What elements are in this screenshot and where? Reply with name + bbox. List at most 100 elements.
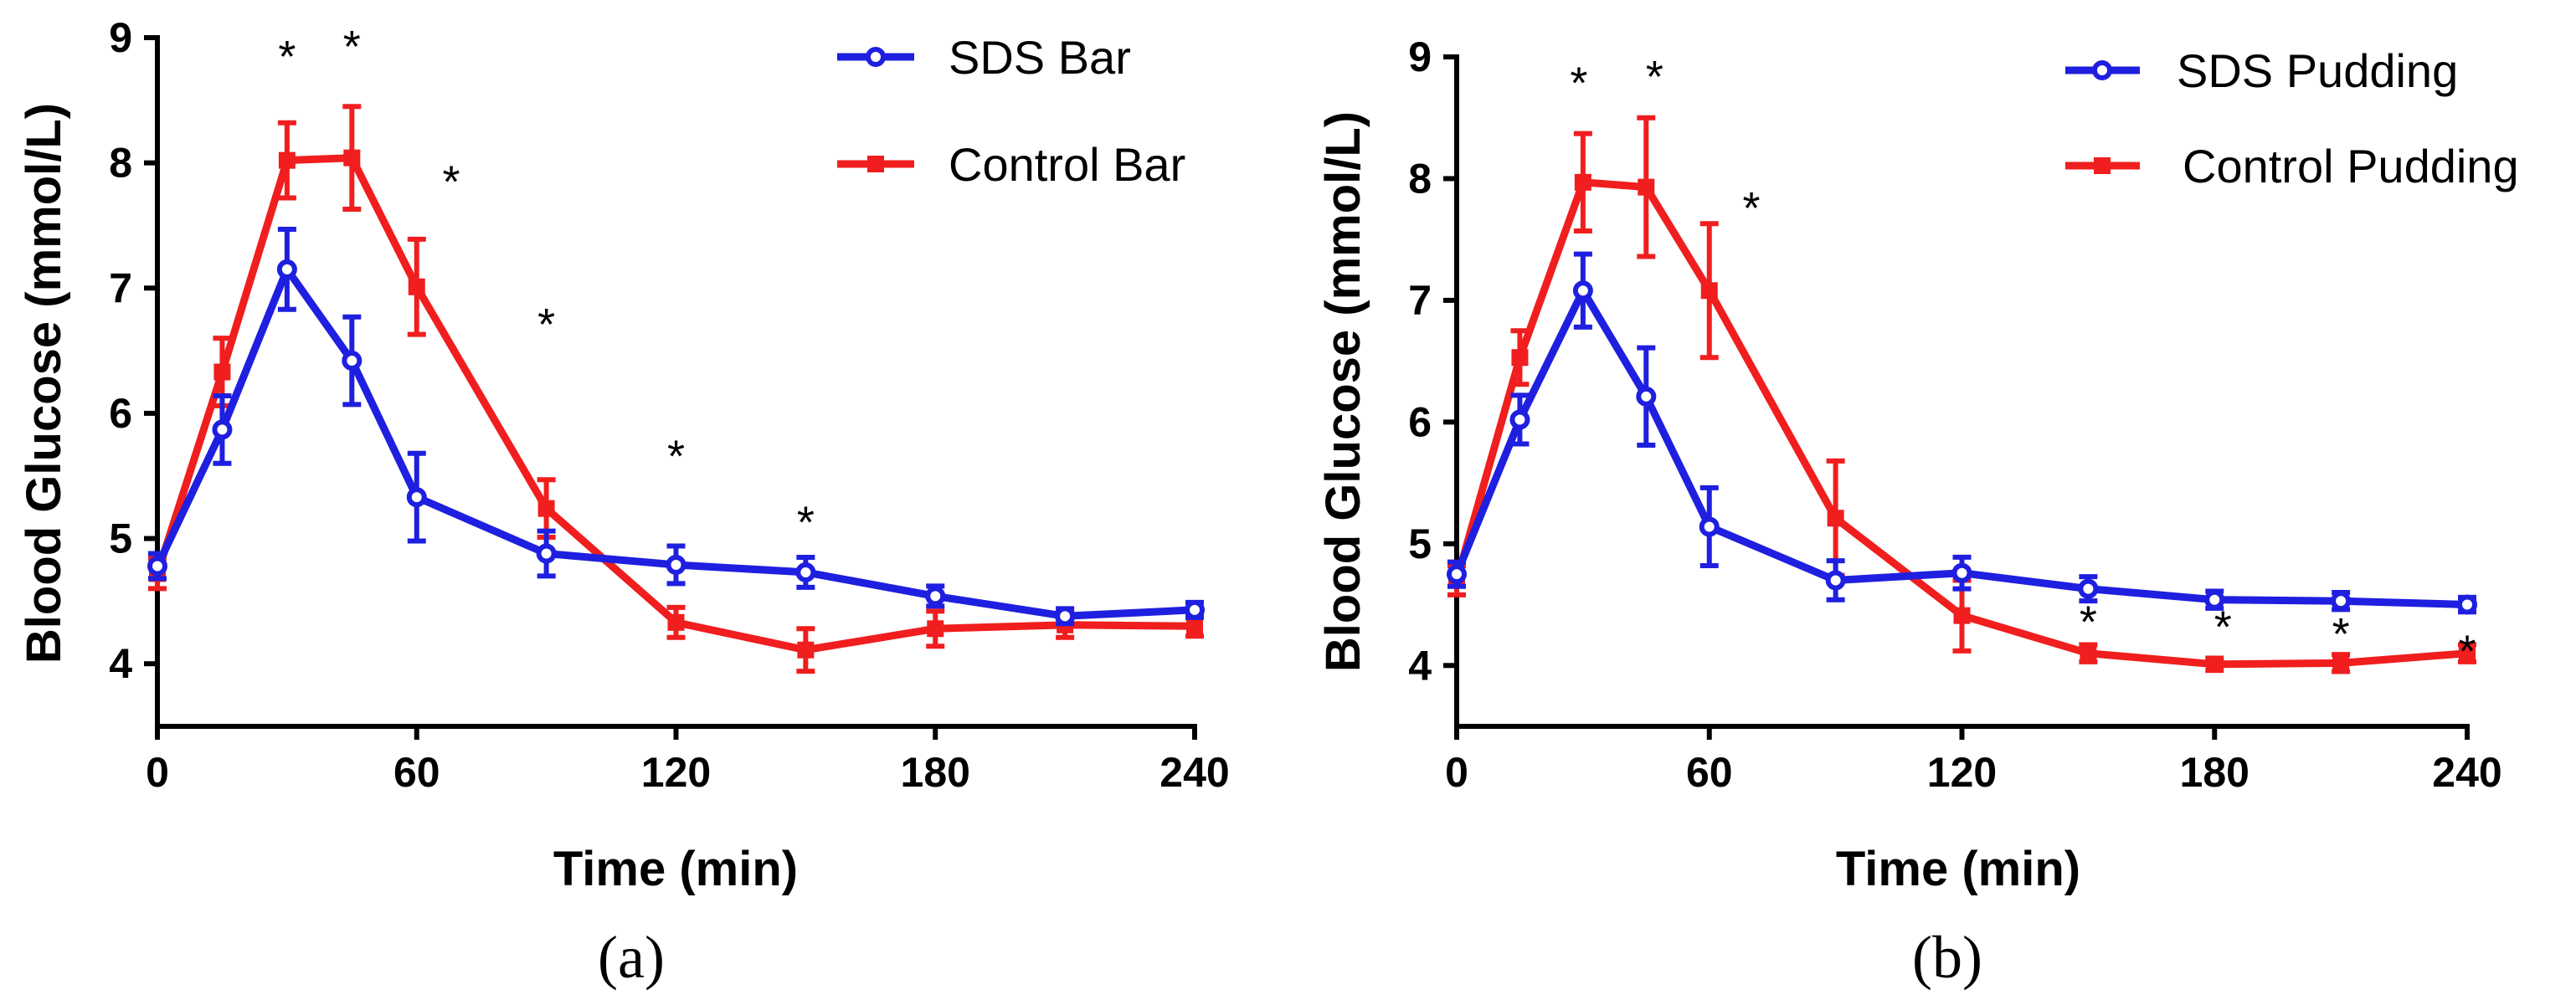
panel-b-point-sds-pudding-t240 — [2457, 594, 2477, 615]
panel-a-legend-control-label: Control Bar — [949, 138, 1185, 191]
panel-b-y-tick-label: 4 — [1408, 642, 1432, 689]
panel-a-y-tick-label: 6 — [109, 390, 132, 437]
panel-b-point-control-pudding-t180 — [2206, 655, 2224, 673]
panel-b-significance-star: * — [1743, 183, 1761, 233]
panel-a-significance-star: * — [667, 431, 685, 481]
panel-b-y-tick-label: 6 — [1408, 398, 1432, 445]
panel-a-point-control-bar-t150 — [797, 641, 815, 659]
panel-a-y-axis-label: Blood Glucose (mmol/L) — [17, 103, 71, 664]
panel-a-point-sds-bar-t90 — [536, 543, 557, 564]
panel-b-y-tick-label: 8 — [1408, 155, 1432, 202]
panel-a-significance-star: * — [537, 300, 555, 350]
panel-b-point-sds-pudding-t210 — [2331, 591, 2352, 612]
panel-b-point-control-pudding-t120 — [1953, 607, 1971, 624]
panel-b-point-control-pudding-t150 — [2080, 644, 2097, 662]
panel-a-point-sds-bar-t240 — [1185, 599, 1205, 620]
panel-b-y-tick-label: 9 — [1408, 33, 1432, 80]
panel-a-x-tick-label: 120 — [641, 749, 711, 796]
panel-b-point-sds-pudding-t180 — [2204, 589, 2225, 610]
panel-b-point-sds-pudding-t90 — [1825, 570, 1846, 591]
panel-b-significance-star: * — [2080, 597, 2097, 648]
panel-a-y-tick-label: 4 — [109, 640, 132, 687]
panel-a-point-sds-bar-t15 — [212, 419, 233, 440]
panel-b-significance-star: * — [2458, 627, 2476, 677]
panel-a-chart: 4 5 6 7 8 9 0 60 120 180 240 * * * * * * Blood Glucose … — [17, 14, 1230, 991]
panel-a-point-control-bar-t60 — [408, 278, 425, 295]
panel-a-y-tick-label: 7 — [109, 264, 132, 311]
panel-b-legend: SDS Pudding Control Pudding — [2065, 44, 2519, 192]
panel-a-y-tick-label: 9 — [109, 14, 132, 61]
panel-b-legend-control-marker — [2094, 157, 2111, 174]
panel-a-legend-item-control: Control Bar — [837, 138, 1185, 191]
panel-b-legend-item-sds: SDS Pudding — [2065, 44, 2458, 97]
panel-b-significance-star: * — [2214, 602, 2232, 652]
panel-a-point-sds-bar-t60 — [406, 487, 427, 508]
panel-b-significance-star: * — [1570, 58, 1587, 108]
panel-a-x-tick-label: 240 — [1159, 749, 1229, 796]
panel-a-series-sds-bar — [147, 226, 1205, 627]
panel-b-point-sds-pudding-t0 — [1447, 564, 1467, 585]
panel-a-point-sds-bar-t0 — [147, 556, 167, 577]
panel-b-point-control-pudding-t240 — [2459, 644, 2476, 662]
panel-a-point-control-bar-t180 — [927, 620, 944, 638]
panel-b-point-sds-pudding-t15 — [1509, 409, 1530, 430]
panel-a-significance-star: * — [343, 22, 361, 72]
panel-b-x-tick-label: 0 — [1445, 749, 1468, 796]
panel-a-significance-star: * — [278, 32, 296, 82]
panel-b-significance-star: * — [2332, 609, 2350, 659]
panel-b-point-sds-pudding-t150 — [2078, 578, 2099, 599]
panel-b-point-control-pudding-t45 — [1638, 178, 1655, 196]
panel-a-point-sds-bar-t120 — [666, 554, 686, 575]
panel-b-label: (b) — [1912, 924, 1982, 991]
panel-a-point-sds-bar-t150 — [795, 561, 816, 582]
panel-a-significance-star: * — [797, 498, 815, 548]
panel-a-x-tick-label: 180 — [901, 749, 970, 796]
panel-a-point-sds-bar-t30 — [276, 259, 297, 279]
panel-a-legend-sds-marker — [866, 47, 886, 67]
panel-a-point-control-bar-t30 — [278, 151, 296, 169]
panel-b-legend-item-control: Control Pudding — [2065, 140, 2519, 192]
panel-b-point-control-pudding-t60 — [1700, 282, 1718, 300]
panel-b-point-sds-pudding-t30 — [1572, 280, 1593, 301]
panel-a-label: (a) — [598, 924, 665, 991]
panel-a-legend-control-marker — [867, 156, 884, 172]
panel-b-significance-star: * — [1646, 52, 1663, 102]
panel-a-point-sds-bar-t180 — [925, 586, 946, 607]
panel-b-x-tick-label: 240 — [2432, 749, 2501, 796]
panel-a-point-control-bar-t90 — [537, 500, 555, 517]
panel-b-legend-sds-label: SDS Pudding — [2177, 44, 2458, 97]
panel-a-x-axis-label: Time (min) — [553, 842, 798, 896]
panel-a-y-tick-label: 8 — [109, 140, 132, 187]
panel-a-significance-star: * — [443, 157, 460, 208]
panel-b-x-tick-label: 120 — [1927, 749, 1997, 796]
panel-b-chart: 4 5 6 7 8 9 0 60 120 180 240 * * * * * * * Blood Glucose… — [1316, 33, 2519, 991]
panel-a-point-control-bar-t15 — [213, 363, 231, 381]
panel-b-x-tick-label: 180 — [2180, 749, 2250, 796]
panel-b-point-control-pudding-t15 — [1511, 349, 1529, 367]
panel-b-y-axis-label: Blood Glucose (mmol/L) — [1316, 111, 1370, 672]
panel-a-point-control-bar-t240 — [1186, 618, 1203, 635]
panel-b-point-control-pudding-t90 — [1827, 510, 1844, 527]
panel-a-legend: SDS Bar Control Bar — [837, 31, 1185, 191]
panel-a-legend-item-sds: SDS Bar — [837, 31, 1131, 84]
panel-a-point-control-bar-t45 — [343, 149, 361, 167]
panel-b-y-tick-label: 5 — [1408, 520, 1432, 567]
panel-a-x-tick-label: 60 — [393, 749, 440, 796]
panel-b-x-axis-label: Time (min) — [1836, 842, 2080, 896]
panel-b-y-tick-label: 7 — [1408, 277, 1432, 324]
panel-a-legend-sds-label: SDS Bar — [949, 31, 1131, 84]
panel-b-point-control-pudding-t210 — [2332, 654, 2350, 672]
panel-a-point-control-bar-t120 — [667, 613, 685, 631]
panel-b-x-tick-label: 60 — [1686, 749, 1733, 796]
panel-b-legend-sds-marker — [2092, 60, 2112, 80]
panel-a-y-tick-label: 5 — [109, 515, 132, 562]
panel-a-series-control-bar — [148, 104, 1204, 674]
panel-a-point-sds-bar-t45 — [342, 351, 362, 372]
panel-b-legend-control-label: Control Pudding — [2183, 140, 2519, 192]
panel-b-point-sds-pudding-t120 — [1951, 562, 1972, 583]
panel-b-point-sds-pudding-t45 — [1636, 386, 1657, 407]
panel-a-point-sds-bar-t210 — [1055, 606, 1076, 627]
panel-b-series-sds-pudding — [1447, 251, 2477, 615]
panel-b-point-sds-pudding-t60 — [1699, 516, 1720, 537]
